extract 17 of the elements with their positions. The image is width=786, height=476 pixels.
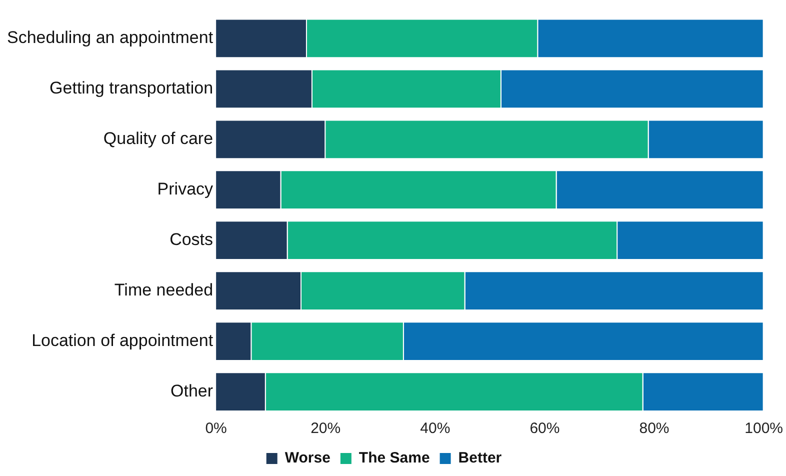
y-tick-label: Location of appointment xyxy=(32,330,214,350)
legend-label: The Same xyxy=(358,450,430,467)
x-tick-label: 80% xyxy=(639,420,670,438)
x-tick-label: 40% xyxy=(420,420,450,438)
x-tick-label: 20% xyxy=(310,420,341,438)
legend-label: Worse xyxy=(284,450,330,467)
legend-label: Better xyxy=(458,450,502,467)
x-tick-label: 60% xyxy=(530,420,560,438)
y-tick-label: Costs xyxy=(170,230,214,250)
y-tick-label: Getting transportation xyxy=(50,78,214,98)
y-tick-label: Time needed xyxy=(114,280,214,300)
y-tick-label: Other xyxy=(170,381,214,400)
y-tick-label: Quality of care xyxy=(103,129,214,148)
x-tick-label: 100% xyxy=(744,420,784,438)
y-tick-label: Privacy xyxy=(157,180,214,199)
y-tick-label: Scheduling an appointment xyxy=(6,28,214,48)
x-tick-label: 0% xyxy=(205,420,227,438)
